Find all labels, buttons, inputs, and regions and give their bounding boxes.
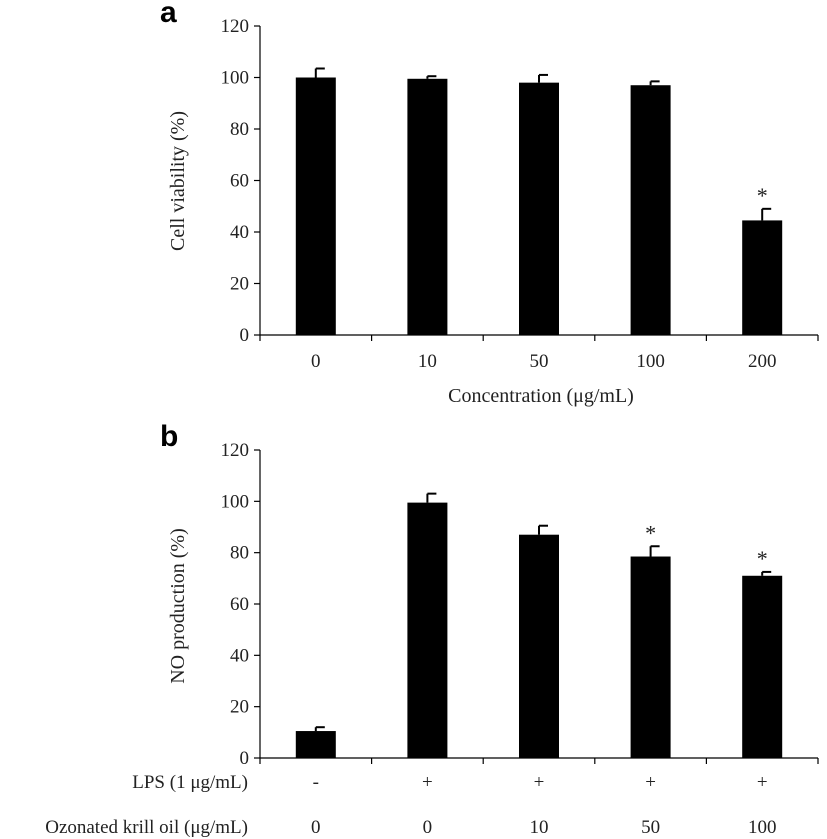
x-tick-label: 10 [418, 351, 437, 372]
panel-b-treatment-rows: LPS (1 μg/mL) - + + + + Ozonated krill oil (μg… [45, 772, 776, 838]
bar [742, 220, 783, 335]
y-tick-label: 0 [240, 748, 250, 769]
treatment-row-value: - [313, 772, 319, 793]
y-tick-label: 120 [221, 440, 250, 461]
x-tick-label: 50 [530, 351, 549, 372]
y-tick-label: 80 [230, 543, 249, 564]
treatment-row-value: 0 [423, 817, 433, 838]
y-tick-label: 20 [230, 697, 249, 718]
x-tick-label: 0 [311, 351, 321, 372]
panel-a-x-axis-title: Concentration (μg/mL) [448, 385, 634, 407]
treatment-row-label: Ozonated krill oil (μg/mL) [45, 817, 248, 838]
bar [519, 534, 559, 758]
significance-marker: * [757, 183, 768, 208]
y-tick-label: 0 [240, 325, 250, 346]
significance-marker: * [757, 546, 768, 571]
panel-a-y-axis-title: Cell viability (%) [167, 111, 189, 251]
significance-marker: * [645, 520, 656, 545]
bar [742, 575, 783, 758]
panel-b-bars: ** [295, 492, 783, 758]
y-tick-label: 60 [230, 171, 249, 192]
treatment-row-value: + [534, 772, 545, 793]
bar [630, 556, 671, 758]
treatment-row-value: 0 [311, 817, 321, 838]
panel-b-letter: b [160, 420, 178, 453]
x-tick-label: 100 [636, 351, 665, 372]
panel-a-letter: a [160, 0, 177, 29]
y-tick-label: 80 [230, 119, 249, 140]
treatment-row-value: 50 [641, 817, 660, 838]
bar [295, 77, 336, 335]
panel-a-chart: a Cell viability (%) Concentration (μg/m… [160, 0, 819, 407]
panel-b-y-axis-title: NO production (%) [167, 528, 189, 684]
treatment-row-value: 10 [530, 817, 549, 838]
treatment-row-value: + [422, 772, 433, 793]
y-tick-label: 60 [230, 594, 249, 615]
x-tick-label: 200 [748, 351, 777, 372]
treatment-row-value: 100 [748, 817, 777, 838]
panel-a-y-ticks: 0 20 40 60 80 100 120 [221, 16, 260, 346]
treatment-row-label: LPS (1 μg/mL) [132, 772, 248, 793]
bar [630, 85, 671, 335]
y-tick-label: 40 [230, 222, 249, 243]
bar [295, 731, 336, 758]
panel-a-bars: * [295, 67, 783, 336]
panel-a-x-tick-labels: 0 10 50 100 200 [311, 351, 776, 372]
treatment-row-value: + [757, 772, 768, 793]
panel-b-y-ticks: 0 20 40 60 80 100 120 [221, 440, 260, 769]
y-tick-label: 100 [221, 68, 250, 89]
y-tick-label: 100 [221, 491, 250, 512]
y-tick-label: 20 [230, 274, 249, 295]
bar [407, 502, 448, 758]
y-tick-label: 120 [221, 16, 250, 37]
bar [519, 82, 559, 336]
bar [407, 78, 448, 335]
treatment-row-value: + [645, 772, 656, 793]
y-tick-label: 40 [230, 645, 249, 666]
